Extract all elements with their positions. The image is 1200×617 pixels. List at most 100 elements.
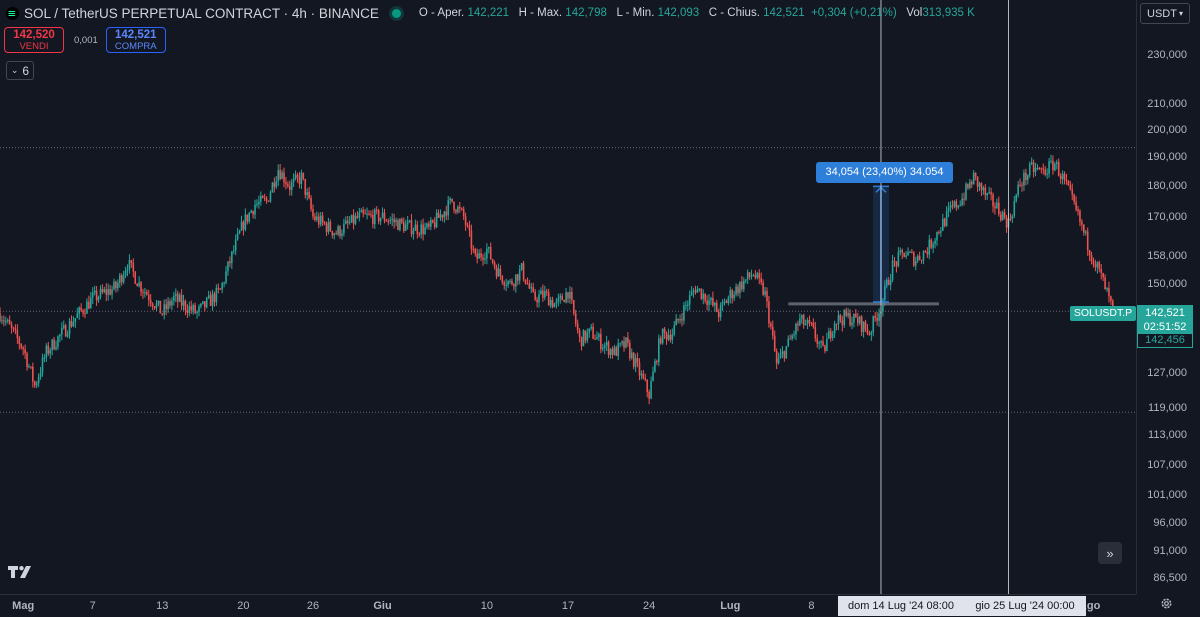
indicators-toggle[interactable]: ⌄ 6 bbox=[6, 61, 34, 80]
candle-body bbox=[337, 226, 339, 235]
last-price-value: 142,521 bbox=[1145, 307, 1185, 319]
candle-body bbox=[317, 216, 320, 225]
gear-icon[interactable] bbox=[1160, 597, 1173, 615]
candle-body bbox=[911, 251, 913, 253]
candle-body bbox=[951, 205, 954, 207]
candle-body bbox=[893, 260, 896, 262]
candle-body bbox=[93, 290, 96, 293]
candle-body bbox=[431, 220, 434, 223]
candle-body bbox=[360, 210, 363, 213]
candle-body bbox=[576, 323, 579, 331]
candle-body bbox=[673, 325, 676, 335]
candle-body bbox=[851, 322, 853, 326]
candle-body bbox=[165, 304, 167, 310]
candle-body bbox=[661, 328, 664, 344]
candle-body bbox=[147, 294, 150, 300]
candle-body bbox=[584, 330, 587, 341]
candle-body bbox=[1112, 300, 1114, 306]
candle-body bbox=[980, 183, 983, 191]
measure-label: 34,054 (23,40%) 34.054 bbox=[816, 162, 953, 183]
candle-body bbox=[478, 253, 480, 259]
candle-body bbox=[132, 262, 135, 272]
candle-body bbox=[57, 336, 59, 347]
candle-body bbox=[308, 192, 310, 198]
candle-body bbox=[940, 230, 942, 233]
candle-body bbox=[744, 279, 747, 281]
candle-body bbox=[715, 302, 718, 312]
double-chevron-right-icon: » bbox=[1106, 545, 1114, 561]
candle-body bbox=[24, 349, 26, 354]
candle-body bbox=[14, 328, 17, 330]
chart-area[interactable] bbox=[0, 0, 1136, 594]
candle-body bbox=[366, 213, 368, 215]
price-axis[interactable]: 230,000 210,000 200,000 190,000 180,000 170,0… bbox=[1136, 0, 1200, 594]
candle-body bbox=[447, 200, 450, 216]
candle-body bbox=[474, 248, 477, 254]
candle-body bbox=[679, 319, 681, 321]
candle-body bbox=[327, 221, 330, 232]
chevron-down-icon: ▾ bbox=[1178, 9, 1183, 18]
tradingview-logo-icon[interactable] bbox=[8, 565, 34, 584]
symbol-price-tag: SOLUSDT.P bbox=[1070, 306, 1136, 321]
candle-body bbox=[545, 291, 548, 293]
candle-body bbox=[260, 196, 262, 202]
candle-body bbox=[984, 187, 987, 196]
price-tick-label: 91,000 bbox=[1153, 545, 1187, 558]
candle-body bbox=[1046, 173, 1048, 175]
candle-body bbox=[582, 330, 585, 347]
candle-body bbox=[1017, 184, 1019, 195]
candle-body bbox=[534, 291, 536, 300]
candle-body bbox=[868, 333, 871, 335]
candle-body bbox=[916, 255, 919, 262]
candle-body bbox=[343, 223, 345, 234]
candle-body bbox=[503, 282, 506, 286]
candle-body bbox=[953, 201, 956, 207]
sell-button[interactable]: 142,520 VENDI bbox=[4, 27, 64, 53]
candle-body bbox=[80, 307, 82, 311]
candle-body bbox=[764, 291, 766, 295]
candle-body bbox=[758, 273, 761, 279]
candle-body bbox=[192, 305, 194, 311]
candle-body bbox=[804, 324, 807, 326]
candle-body bbox=[149, 299, 152, 304]
price-chart[interactable] bbox=[0, 0, 1136, 594]
candle-body bbox=[706, 300, 708, 305]
candle-body bbox=[1084, 231, 1087, 233]
chevron-down-icon: ⌄ bbox=[10, 65, 19, 75]
candle-body bbox=[246, 214, 249, 222]
currency-select[interactable]: USDT ▾ bbox=[1140, 3, 1190, 24]
candle-body bbox=[727, 297, 730, 304]
candle-body bbox=[1034, 168, 1037, 172]
candle-body bbox=[74, 318, 77, 323]
candle-body bbox=[982, 187, 985, 191]
candle-body bbox=[49, 350, 52, 354]
candle-body bbox=[482, 257, 484, 260]
candle-body bbox=[617, 343, 620, 356]
candle-body bbox=[630, 352, 633, 359]
symbol-title[interactable]: SOL / TetherUS PERPETUAL CONTRACT · 4h ·… bbox=[24, 5, 379, 21]
buy-button[interactable]: 142,521 COMPRA bbox=[105, 27, 166, 53]
candle-body bbox=[105, 289, 108, 295]
candle-body bbox=[20, 344, 23, 348]
candle-body bbox=[298, 177, 301, 185]
candle-body bbox=[242, 221, 245, 230]
candle-body bbox=[1094, 264, 1097, 268]
scroll-to-realtime-button[interactable]: » bbox=[1098, 542, 1122, 564]
candle-body bbox=[1075, 201, 1077, 210]
candle-body bbox=[414, 224, 417, 231]
candle-body bbox=[47, 345, 50, 354]
time-axis[interactable]: Mag 7 13 20 26 Giu 10 17 24 Lug 8 Ago bbox=[0, 594, 1136, 617]
price-tick-label: 230,000 bbox=[1147, 49, 1187, 62]
candle-body bbox=[683, 305, 685, 321]
candle-body bbox=[200, 303, 202, 307]
candle-body bbox=[225, 271, 227, 283]
candle-body bbox=[333, 233, 336, 236]
candle-body bbox=[159, 300, 162, 314]
candle-body bbox=[874, 316, 876, 318]
candle-body bbox=[250, 210, 252, 213]
candle-body bbox=[402, 222, 405, 232]
candle-body bbox=[800, 315, 803, 319]
crosshair-time-label-2: gio 25 Lug '24 00:00 bbox=[964, 596, 1086, 616]
candle-body bbox=[180, 294, 183, 306]
candle-body bbox=[623, 341, 625, 348]
